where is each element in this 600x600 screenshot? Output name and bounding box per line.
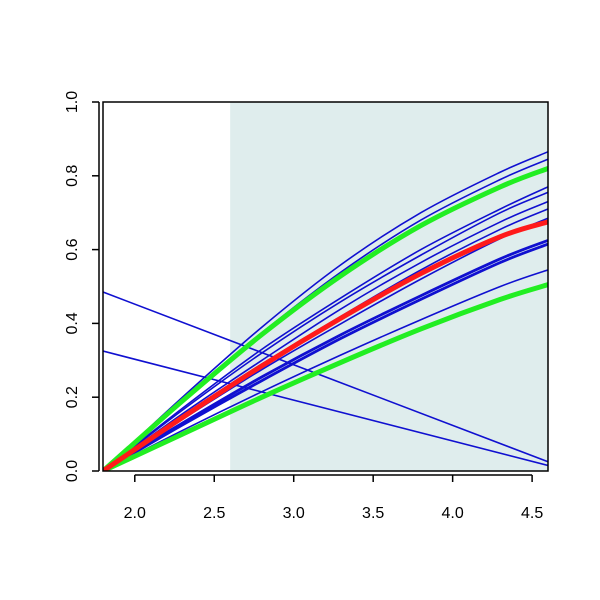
plot-frame <box>102 101 549 472</box>
series-line-4-blue <box>103 191 548 471</box>
axes-layer: 2.0 2.5 3.0 3.5 4.0 4.5 0.0 0.2 0.4 0.6 0.8 1.0 <box>64 91 549 522</box>
shaded-region <box>230 102 548 471</box>
series-line-9-blue <box>103 242 548 471</box>
y-tick-label-5: 0.8 <box>64 165 81 187</box>
y-tick-label-4: 0.6 <box>64 238 81 260</box>
series-layer <box>103 151 548 471</box>
x-tick-label-6: 4.5 <box>521 505 543 522</box>
series-line-8-blue <box>103 238 548 471</box>
series-line-11-blue <box>103 291 548 463</box>
y-tick-label-6: 1.0 <box>64 91 81 113</box>
y-tick-label-1: 0.0 <box>64 460 81 482</box>
x-tick-label-2: 2.5 <box>203 505 225 522</box>
series-line-5-blue <box>103 200 548 471</box>
plot-background <box>230 102 548 471</box>
series-line-3-blue <box>103 186 548 471</box>
series-line-14-green <box>103 282 548 471</box>
series-line-13-green <box>103 165 548 471</box>
x-tick-label-4: 3.5 <box>362 505 384 522</box>
y-tick-label-3: 0.4 <box>64 312 81 334</box>
x-tick-label-5: 4.0 <box>442 505 464 522</box>
x-tick-label-3: 3.0 <box>283 505 305 522</box>
series-line-15-red <box>103 219 548 471</box>
series-line-12-blue <box>103 350 548 467</box>
x-tick-label-1: 2.0 <box>124 505 146 522</box>
y-tick-label-2: 0.2 <box>64 386 81 408</box>
series-line-1-blue <box>103 151 548 471</box>
series-line-10-blue <box>103 269 548 471</box>
